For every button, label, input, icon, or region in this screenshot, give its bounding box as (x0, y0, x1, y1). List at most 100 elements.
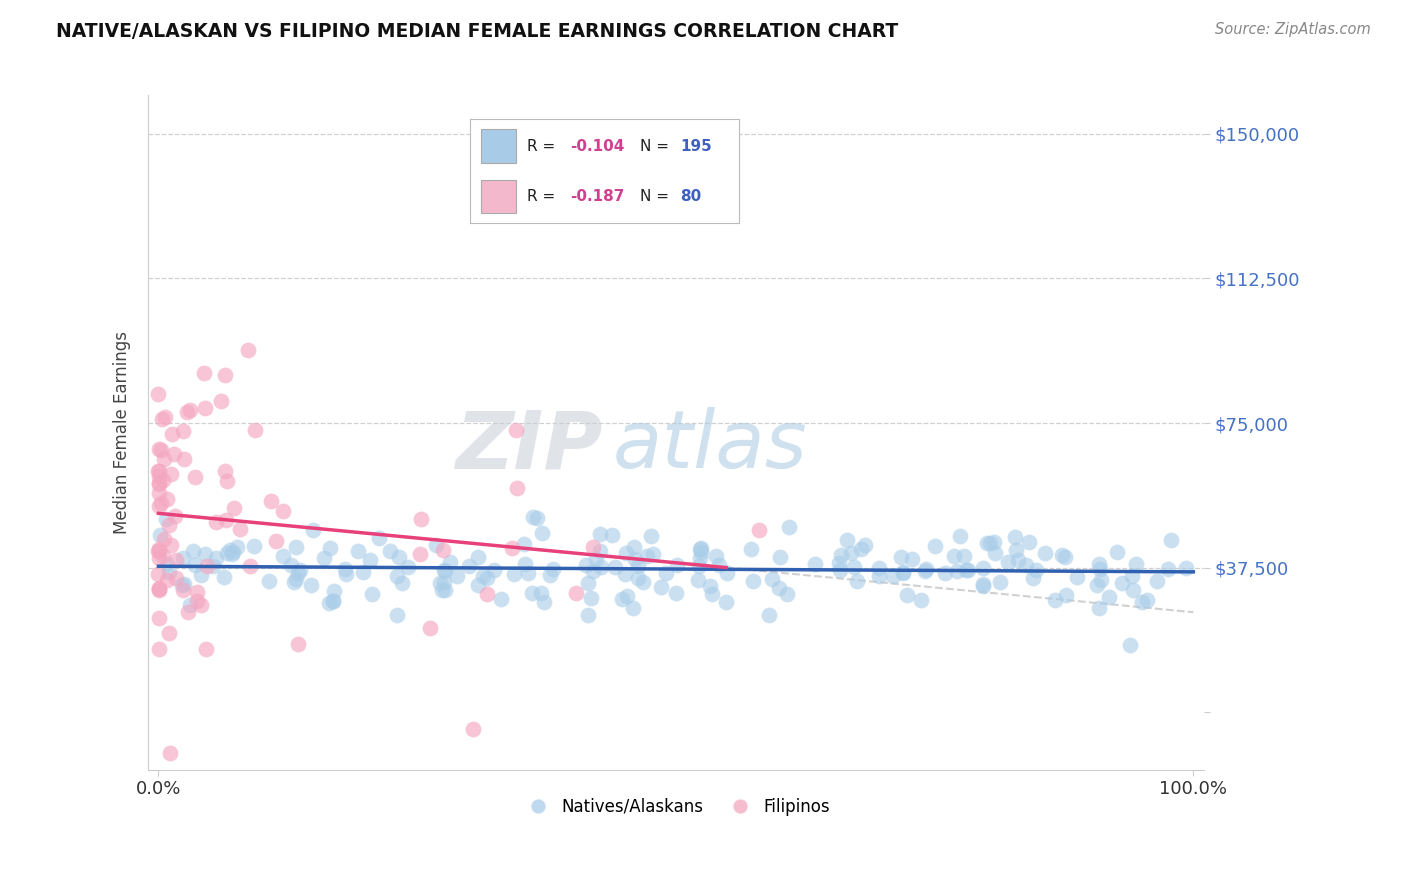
Point (257, 574, 280, 588)
Point (467, 578, 489, 592)
Point (385, 607, 408, 622)
Point (636, 549, 658, 563)
Point (707, 558, 730, 572)
Point (530, 525, 553, 540)
Point (179, 403, 201, 417)
Point (526, 511, 548, 525)
Point (979, 536, 1001, 550)
Point (156, 557, 179, 571)
Point (506, 481, 529, 495)
Point (844, 559, 866, 574)
Point (467, 550, 489, 565)
Legend: Natives/Alaskans, Filipinos: Natives/Alaskans, Filipinos (515, 791, 837, 822)
Point (322, 584, 344, 599)
Point (1088, 558, 1111, 572)
Point (868, 560, 890, 574)
Point (761, 572, 783, 586)
Point (148, 542, 170, 557)
Point (1022, 572, 1045, 586)
Point (288, 564, 311, 578)
Text: Source: ZipAtlas.com: Source: ZipAtlas.com (1215, 22, 1371, 37)
Point (1160, 533, 1182, 548)
Point (491, 591, 513, 606)
Point (148, 477, 170, 491)
Text: atlas: atlas (613, 407, 807, 485)
Point (148, 468, 170, 483)
Point (163, 508, 186, 523)
Point (1090, 574, 1112, 588)
Point (302, 523, 325, 537)
Point (148, 463, 170, 477)
Point (475, 587, 498, 601)
Point (1014, 558, 1036, 573)
Point (285, 572, 308, 586)
Point (209, 394, 232, 409)
Point (972, 561, 994, 575)
Point (458, 559, 481, 574)
Point (172, 424, 194, 438)
Point (988, 574, 1011, 589)
Point (1088, 562, 1111, 576)
Point (165, 553, 187, 567)
Point (214, 465, 236, 479)
Point (228, 522, 250, 536)
Point (461, 722, 484, 736)
Point (318, 596, 340, 610)
Point (181, 544, 204, 558)
Point (160, 538, 183, 552)
Point (612, 591, 634, 606)
Point (623, 541, 645, 555)
Point (299, 578, 322, 592)
Point (704, 549, 727, 564)
Point (541, 562, 564, 576)
Point (505, 423, 527, 437)
Point (1119, 639, 1142, 653)
Point (205, 550, 228, 565)
Point (700, 587, 723, 601)
Point (172, 550, 194, 565)
Point (972, 579, 994, 593)
Point (503, 566, 526, 581)
Point (434, 564, 457, 578)
Point (159, 746, 181, 760)
Point (368, 531, 391, 545)
Point (194, 642, 217, 657)
Point (689, 551, 711, 566)
Point (714, 595, 737, 609)
Point (148, 387, 170, 401)
Point (1033, 546, 1056, 560)
Y-axis label: Median Female Earnings: Median Female Earnings (114, 331, 131, 534)
Point (156, 573, 179, 587)
Point (1156, 561, 1178, 575)
Point (585, 552, 607, 566)
Point (776, 587, 799, 601)
Point (513, 537, 536, 551)
Point (769, 549, 792, 564)
Point (271, 549, 294, 564)
Point (1125, 557, 1147, 571)
Point (641, 547, 664, 561)
Point (614, 567, 637, 582)
Point (238, 343, 260, 358)
Point (851, 542, 873, 557)
Point (148, 476, 170, 491)
Point (157, 625, 180, 640)
Point (380, 543, 402, 558)
Point (882, 569, 904, 583)
Point (172, 583, 194, 598)
Point (1025, 563, 1047, 577)
Point (748, 523, 770, 537)
Point (152, 549, 174, 563)
Point (576, 576, 599, 591)
Point (1004, 542, 1026, 557)
Point (184, 558, 207, 573)
Point (148, 544, 170, 558)
Point (190, 598, 212, 612)
Point (1122, 582, 1144, 597)
Point (740, 541, 762, 556)
Point (934, 566, 956, 580)
Point (627, 571, 650, 585)
Point (896, 588, 918, 602)
Point (956, 563, 979, 577)
Point (1107, 545, 1129, 559)
